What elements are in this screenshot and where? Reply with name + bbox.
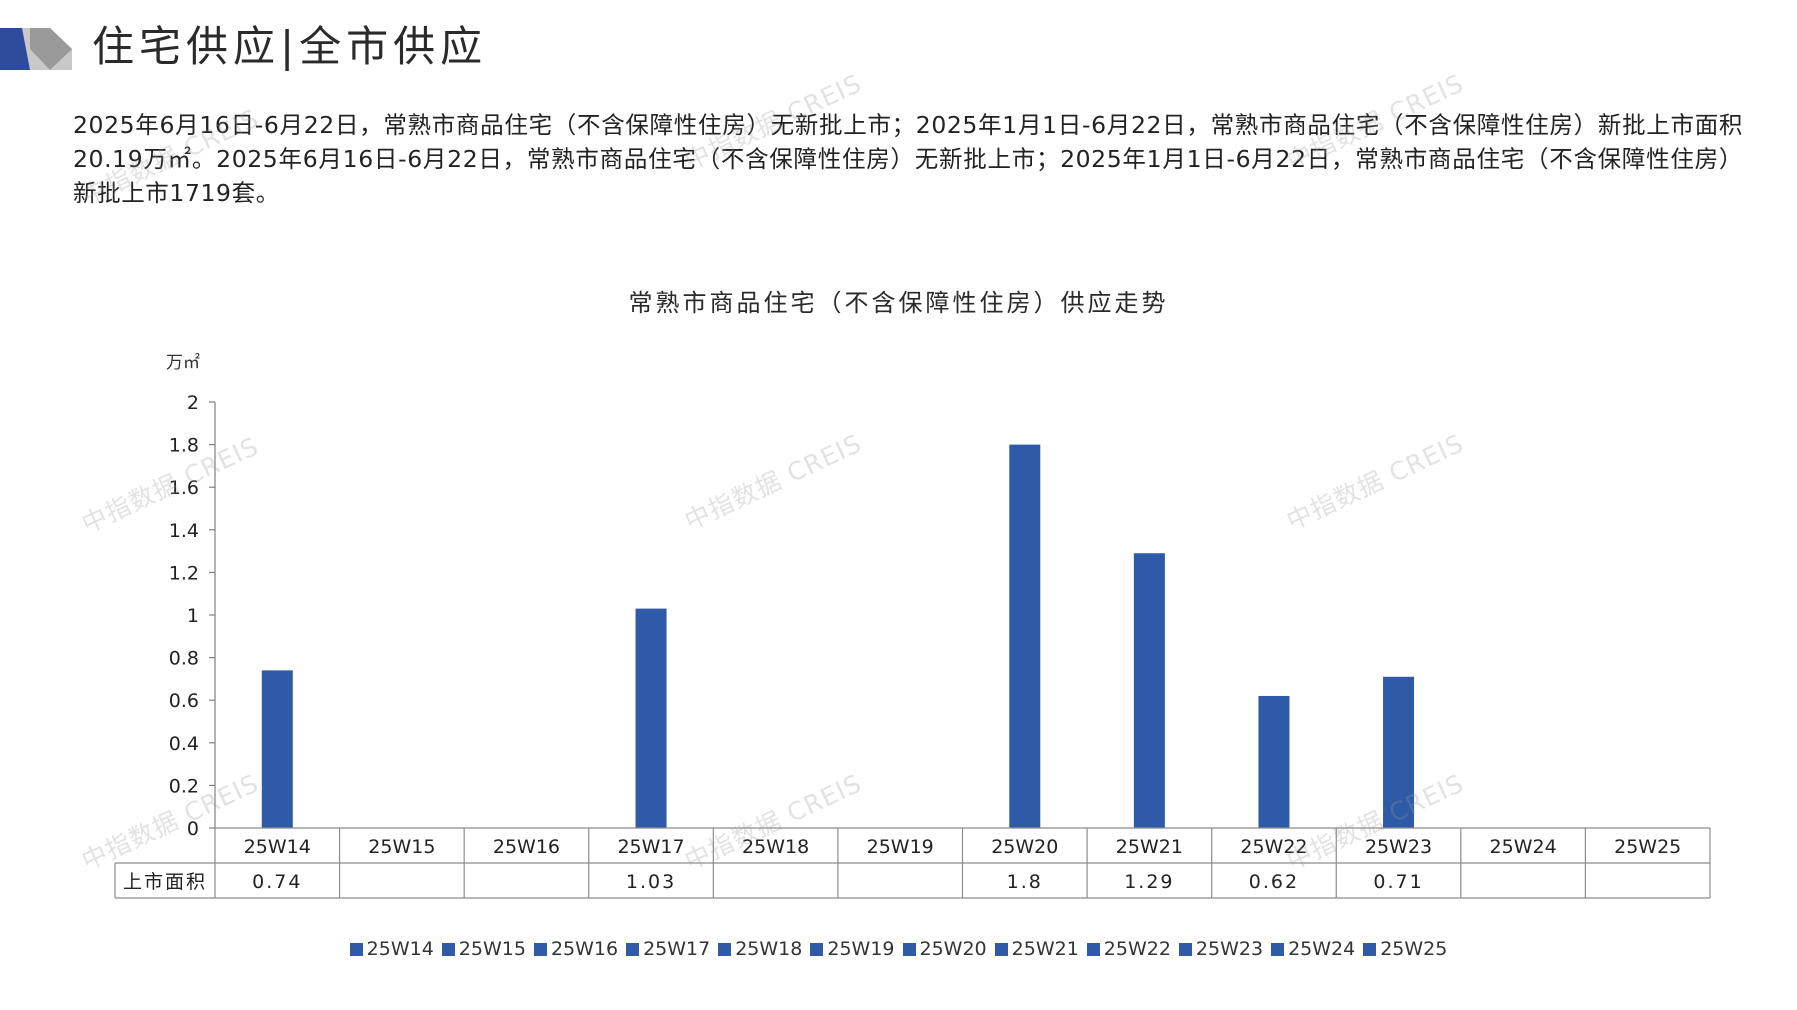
legend-item: 25W24: [1271, 938, 1355, 960]
y-tick-label: 0.8: [169, 648, 199, 670]
legend-label: 25W25: [1380, 938, 1448, 960]
bar-25W21: [1133, 553, 1165, 828]
legend-item: 25W19: [810, 938, 895, 960]
summary-paragraph: 2025年6月16日-6月22日，常熟市商品住宅（不含保障性住房）无新批上市；2…: [73, 111, 1743, 207]
legend-swatch: [1086, 943, 1100, 956]
table-row-header: 上市面积: [123, 871, 207, 893]
legend-label: 25W16: [550, 938, 619, 960]
legend-item: 25W17: [626, 938, 710, 960]
x-tick-label: 25W23: [1365, 836, 1432, 858]
x-tick-label: 25W24: [1490, 836, 1557, 858]
legend-swatch: [533, 943, 547, 956]
y-tick-label: 1.6: [169, 477, 199, 499]
legend-swatch: [1271, 943, 1285, 956]
legend-label: 25W21: [1011, 938, 1079, 960]
page-header: 住宅供应|全市供应: [0, 0, 1797, 90]
legend-label: 25W14: [366, 938, 434, 960]
legend-swatch: [718, 943, 732, 956]
legend-item: 25W21: [994, 938, 1079, 960]
y-tick-label: 0.4: [169, 733, 199, 755]
legend-label: 25W15: [458, 938, 526, 960]
y-tick-label: 1.4: [169, 520, 199, 542]
x-tick-label: 25W15: [368, 836, 435, 858]
y-tick-label: 2: [187, 392, 199, 414]
data-label: 1.8: [1007, 871, 1043, 893]
bar-25W14: [261, 670, 293, 828]
legend-item: 25W20: [902, 938, 987, 960]
x-tick-label: 25W18: [742, 836, 809, 858]
y-tick-label: 0.6: [169, 690, 199, 712]
data-label: 0.74: [252, 871, 302, 893]
y-tick-label: 0: [187, 818, 199, 840]
legend-label: 25W20: [919, 938, 987, 960]
legend-label: 25W24: [1288, 938, 1356, 960]
x-tick-label: 25W22: [1240, 836, 1307, 858]
chart-title: 常熟市商品住宅（不含保障性住房）供应走势: [628, 289, 1169, 317]
bar-25W17: [635, 608, 667, 828]
y-tick-label: 1.2: [169, 562, 199, 584]
legend-swatch: [994, 943, 1008, 956]
legend-item: 25W22: [1086, 938, 1171, 960]
data-label: 0.71: [1373, 871, 1423, 893]
legend-item: 25W25: [1363, 938, 1447, 960]
legend-swatch: [810, 943, 824, 956]
x-tick-label: 25W20: [991, 836, 1058, 858]
data-label: 1.03: [626, 871, 676, 893]
page-title: 住宅供应|全市供应: [92, 22, 488, 71]
legend-label: 25W18: [735, 938, 803, 960]
legend-item: 25W23: [1178, 938, 1264, 960]
y-axis-label: 万㎡: [166, 353, 200, 373]
x-tick-label: 25W14: [244, 836, 311, 858]
legend-swatch: [441, 943, 455, 956]
bar-25W22: [1258, 695, 1290, 828]
bar-25W23: [1383, 676, 1415, 828]
legend-item: 25W18: [718, 938, 802, 960]
x-tick-label: 25W19: [867, 836, 934, 858]
y-tick-label: 0.2: [169, 775, 199, 797]
legend-swatch: [626, 943, 640, 956]
legend-swatch: [1363, 943, 1377, 956]
x-tick-label: 25W21: [1116, 836, 1183, 858]
legend-label: 25W19: [827, 938, 895, 960]
x-tick-label: 25W16: [493, 836, 560, 858]
data-label: 0.62: [1249, 871, 1299, 893]
y-tick-label: 1.8: [169, 435, 199, 457]
legend-label: 25W23: [1195, 938, 1264, 960]
legend-swatch: [902, 943, 916, 956]
legend-item: 25W15: [441, 938, 526, 960]
x-tick-label: 25W25: [1614, 836, 1681, 858]
x-tick-label: 25W17: [617, 836, 684, 858]
chart-legend: 25W14 25W15 25W16 25W17 25W18 25W19 25W20 25W21…: [0, 938, 1797, 960]
y-tick-label: 1: [187, 605, 199, 627]
legend-swatch: [1178, 943, 1192, 956]
legend-label: 25W22: [1103, 938, 1171, 960]
legend-swatch: [349, 943, 363, 956]
bar-25W20: [1009, 444, 1041, 828]
legend-label: 25W17: [643, 938, 711, 960]
legend-item: 25W16: [533, 938, 619, 960]
legend-item: 25W14: [349, 938, 434, 960]
data-label: 1.29: [1124, 871, 1174, 893]
logo-icon: [0, 28, 72, 70]
